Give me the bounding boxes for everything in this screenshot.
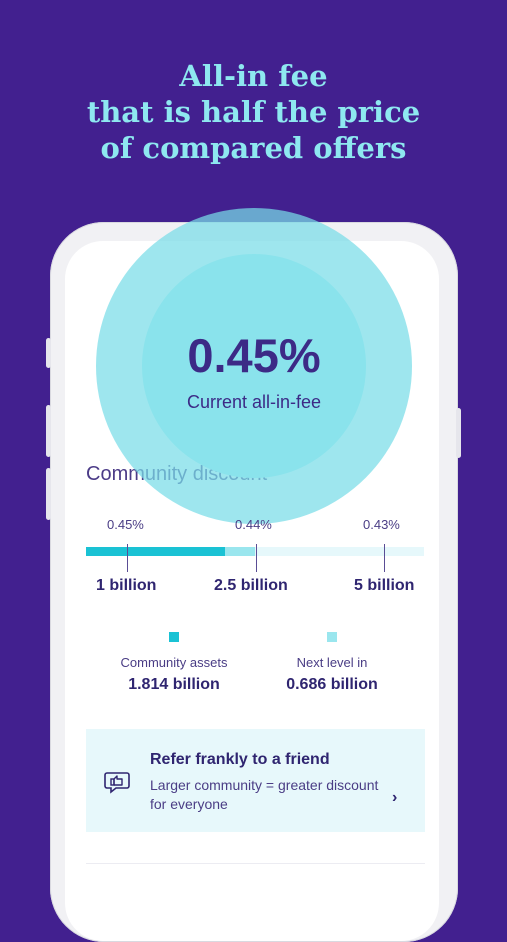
- phone-side-button-power: [456, 408, 461, 458]
- refer-friend-description: Larger community = greater discount for …: [150, 777, 379, 812]
- progress-current-fill: [86, 547, 225, 556]
- phone-side-button-volume-down: [46, 468, 51, 520]
- chevron-right-icon[interactable]: ›: [392, 789, 398, 806]
- level-percent-3: 0.43%: [363, 517, 400, 532]
- level-tick-1: [127, 544, 128, 572]
- headline: All-in fee that is half the price of com…: [0, 58, 507, 166]
- legend-assets-label: Community assets: [120, 655, 228, 670]
- refer-friend-card[interactable]: Refer frankly to a friend Larger communi…: [86, 729, 425, 832]
- headline-line-3: of compared offers: [100, 131, 407, 165]
- current-fee-value: 0.45%: [187, 329, 321, 382]
- fee-circle-inner: [142, 254, 366, 478]
- phone-side-button-mute: [46, 338, 51, 368]
- section-divider: [86, 863, 425, 864]
- legend-next-swatch: [327, 632, 337, 642]
- legend-next-label: Next level in: [296, 655, 368, 670]
- level-threshold-1: 1 billion: [96, 577, 157, 594]
- legend-assets-value: 1.814 billion: [128, 676, 220, 693]
- legend-assets-swatch: [169, 632, 179, 642]
- headline-line-1: All-in fee: [179, 59, 328, 93]
- legend-next-value: 0.686 billion: [286, 676, 378, 693]
- current-fee-label: Current all-in-fee: [186, 392, 322, 412]
- level-tick-2: [256, 544, 257, 572]
- level-threshold-3: 5 billion: [354, 577, 415, 594]
- refer-friend-title: Refer frankly to a friend: [150, 751, 330, 768]
- headline-line-2: that is half the price: [86, 95, 421, 129]
- level-tick-3: [384, 544, 385, 572]
- level-percent-2: 0.44%: [235, 517, 272, 532]
- phone-side-button-volume-up: [46, 405, 51, 457]
- thumbs-up-speech-bubble-icon: [104, 769, 130, 800]
- level-percent-1: 0.45%: [107, 517, 144, 532]
- community-progress-bar: [86, 547, 424, 556]
- level-threshold-2: 2.5 billion: [214, 577, 288, 594]
